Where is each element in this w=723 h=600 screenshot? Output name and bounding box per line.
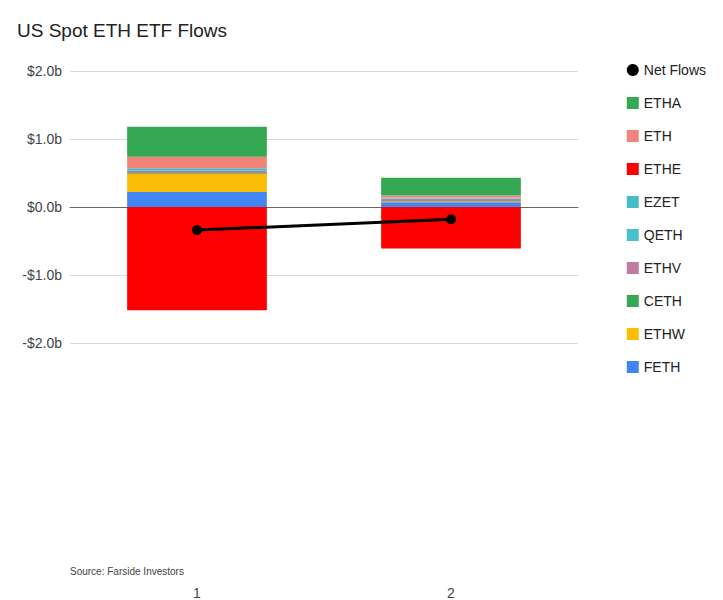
svg-text:ETHA: ETHA — [644, 95, 682, 111]
svg-text:Net Flows: Net Flows — [644, 62, 706, 78]
svg-text:ETHV: ETHV — [644, 260, 682, 276]
svg-text:FETH: FETH — [644, 359, 681, 375]
svg-text:1: 1 — [193, 585, 201, 600]
svg-text:$0.0b: $0.0b — [27, 199, 62, 215]
svg-text:ETH: ETH — [644, 128, 672, 144]
svg-text:Source: Farside Investors: Source: Farside Investors — [70, 566, 184, 577]
svg-text:$2.0b: $2.0b — [27, 63, 62, 79]
svg-text:QETH: QETH — [644, 227, 683, 243]
svg-text:EZET: EZET — [644, 194, 680, 210]
svg-text:ETHW: ETHW — [644, 326, 686, 342]
svg-text:$1.0b: $1.0b — [27, 131, 62, 147]
svg-text:2: 2 — [447, 585, 455, 600]
svg-text:CETH: CETH — [644, 293, 682, 309]
svg-text:-$1.0b: -$1.0b — [22, 267, 62, 283]
svg-text:-$2.0b: -$2.0b — [22, 335, 62, 351]
svg-text:US Spot ETH ETF Flows: US Spot ETH ETF Flows — [17, 20, 227, 41]
svg-text:ETHE: ETHE — [644, 161, 681, 177]
